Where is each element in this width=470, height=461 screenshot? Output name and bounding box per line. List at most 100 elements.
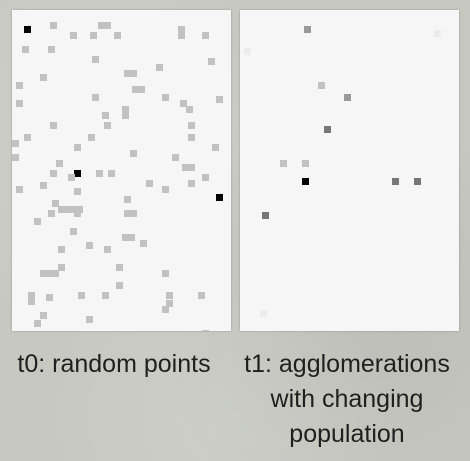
point-marker bbox=[116, 264, 123, 271]
point-marker bbox=[188, 164, 195, 171]
point-marker bbox=[24, 26, 31, 33]
point-marker bbox=[122, 112, 129, 119]
caption-t0: t0: random points bbox=[17, 350, 211, 378]
point-marker bbox=[86, 316, 93, 323]
point-marker bbox=[166, 292, 173, 299]
point-marker bbox=[392, 178, 399, 185]
point-marker bbox=[40, 74, 47, 81]
point-marker bbox=[50, 122, 57, 129]
point-marker bbox=[122, 234, 129, 241]
point-marker bbox=[324, 126, 331, 133]
point-marker bbox=[40, 182, 47, 189]
point-marker bbox=[114, 32, 121, 39]
point-marker bbox=[86, 242, 93, 249]
point-marker bbox=[178, 26, 185, 33]
point-marker bbox=[128, 234, 135, 241]
point-marker bbox=[202, 174, 209, 181]
point-marker bbox=[28, 298, 35, 305]
point-marker bbox=[212, 144, 219, 151]
point-marker bbox=[318, 82, 325, 89]
point-marker bbox=[74, 188, 81, 195]
point-marker bbox=[92, 94, 99, 101]
point-marker bbox=[50, 170, 57, 177]
point-marker bbox=[34, 218, 41, 225]
point-marker bbox=[76, 206, 83, 213]
point-marker bbox=[74, 210, 81, 217]
point-marker bbox=[104, 22, 111, 29]
point-marker bbox=[434, 30, 441, 37]
point-marker bbox=[130, 210, 137, 217]
point-marker bbox=[74, 170, 81, 177]
point-marker bbox=[52, 200, 59, 207]
point-marker bbox=[70, 32, 77, 39]
point-marker bbox=[244, 48, 251, 55]
point-marker bbox=[16, 186, 23, 193]
point-marker bbox=[50, 22, 57, 29]
point-marker bbox=[58, 264, 65, 271]
point-marker bbox=[16, 82, 23, 89]
point-marker bbox=[166, 300, 173, 307]
point-marker bbox=[180, 100, 187, 107]
point-marker bbox=[162, 94, 169, 101]
point-marker bbox=[178, 32, 185, 39]
point-marker bbox=[280, 160, 287, 167]
point-marker bbox=[16, 100, 23, 107]
point-marker bbox=[88, 134, 95, 141]
point-marker bbox=[78, 292, 85, 299]
point-marker bbox=[104, 246, 111, 253]
point-marker bbox=[414, 178, 421, 185]
point-marker bbox=[52, 270, 59, 277]
point-marker bbox=[162, 186, 169, 193]
point-marker bbox=[24, 134, 31, 141]
caption-t1: t1: agglomerations with changing populat… bbox=[244, 350, 450, 448]
point-marker bbox=[108, 170, 115, 177]
panel-t1-agglomerations bbox=[240, 10, 459, 331]
point-marker bbox=[188, 122, 195, 129]
point-marker bbox=[132, 86, 139, 93]
point-marker bbox=[188, 180, 195, 187]
point-marker bbox=[162, 270, 169, 277]
point-marker bbox=[70, 228, 77, 235]
point-marker bbox=[74, 144, 81, 151]
point-marker bbox=[92, 56, 99, 63]
point-marker bbox=[104, 122, 111, 129]
point-marker bbox=[208, 58, 215, 65]
point-marker bbox=[56, 160, 63, 167]
point-marker bbox=[48, 46, 55, 53]
point-marker bbox=[96, 170, 103, 177]
point-marker bbox=[162, 306, 169, 313]
point-marker bbox=[198, 292, 205, 299]
point-marker bbox=[202, 330, 209, 331]
point-marker bbox=[146, 180, 153, 187]
point-marker bbox=[216, 194, 223, 201]
point-marker bbox=[102, 112, 109, 119]
point-marker bbox=[40, 312, 47, 319]
point-marker bbox=[302, 160, 309, 167]
point-marker bbox=[262, 212, 269, 219]
point-marker bbox=[344, 94, 351, 101]
point-marker bbox=[116, 282, 123, 289]
point-marker bbox=[260, 310, 267, 317]
point-marker bbox=[156, 64, 163, 71]
point-marker bbox=[130, 150, 137, 157]
point-marker bbox=[64, 206, 71, 213]
point-marker bbox=[140, 240, 147, 247]
point-marker bbox=[58, 246, 65, 253]
point-marker bbox=[40, 270, 47, 277]
point-marker bbox=[302, 178, 309, 185]
point-marker bbox=[12, 140, 19, 147]
point-marker bbox=[68, 174, 75, 181]
point-marker bbox=[46, 270, 53, 277]
point-marker bbox=[124, 196, 131, 203]
point-marker bbox=[102, 292, 109, 299]
point-marker bbox=[124, 210, 131, 217]
point-marker bbox=[130, 70, 137, 77]
panel-t0-random-points bbox=[12, 10, 231, 331]
point-marker bbox=[58, 206, 65, 213]
point-marker bbox=[216, 96, 223, 103]
point-marker bbox=[34, 320, 41, 327]
point-marker bbox=[28, 292, 35, 299]
point-marker bbox=[188, 134, 195, 141]
point-marker bbox=[202, 32, 209, 39]
point-marker bbox=[98, 22, 105, 29]
